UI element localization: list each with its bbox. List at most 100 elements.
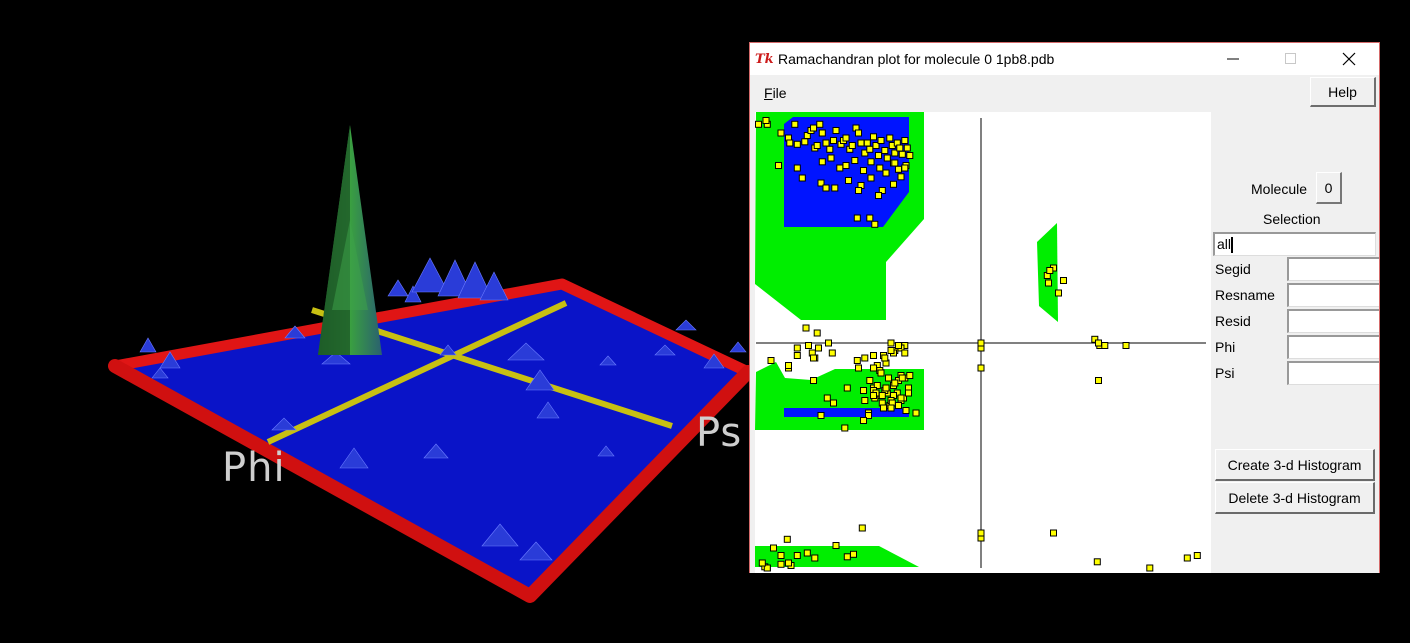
residue-point[interactable] — [1046, 267, 1054, 274]
selection-input[interactable]: all — [1213, 232, 1376, 256]
residue-point[interactable] — [881, 147, 889, 154]
residue-point[interactable] — [977, 364, 985, 372]
residue-point[interactable] — [977, 529, 985, 537]
residue-point[interactable] — [802, 324, 810, 332]
residue-point[interactable] — [841, 424, 849, 432]
residue-point[interactable] — [861, 149, 869, 157]
residue-point[interactable] — [858, 524, 866, 532]
residue-point[interactable] — [1055, 289, 1062, 297]
residue-point[interactable] — [877, 369, 885, 377]
residue-point[interactable] — [895, 342, 902, 349]
residue-point[interactable] — [870, 392, 877, 399]
residue-point[interactable] — [871, 220, 879, 228]
residue-point[interactable] — [793, 140, 801, 148]
residue-point[interactable] — [906, 372, 914, 379]
residue-point[interactable] — [805, 342, 812, 349]
residue-point[interactable] — [803, 132, 811, 139]
residue-point[interactable] — [867, 174, 875, 182]
residue-point[interactable] — [881, 354, 889, 362]
residue-point[interactable] — [1050, 529, 1057, 537]
residue-point[interactable] — [1045, 279, 1052, 287]
segid-input[interactable] — [1287, 257, 1379, 281]
residue-point[interactable] — [815, 344, 822, 352]
residue-point[interactable] — [825, 339, 832, 347]
residue-point[interactable] — [845, 177, 852, 184]
residue-point[interactable] — [882, 384, 890, 392]
resid-input[interactable] — [1287, 309, 1379, 333]
residue-point[interactable] — [810, 377, 817, 384]
residue-point[interactable] — [977, 339, 985, 347]
residue-point[interactable] — [811, 554, 819, 562]
residue-point[interactable] — [886, 134, 894, 142]
residue-point[interactable] — [850, 550, 857, 558]
residue-point[interactable] — [855, 187, 862, 194]
residue-point[interactable] — [1091, 335, 1099, 343]
residue-point[interactable] — [891, 379, 899, 387]
residue-point[interactable] — [813, 142, 821, 149]
residue-point[interactable] — [830, 399, 837, 407]
residue-point[interactable] — [853, 357, 861, 364]
residue-point[interactable] — [798, 174, 806, 182]
create-3d-histogram-button[interactable]: Create 3-d Histogram — [1215, 449, 1375, 481]
residue-point[interactable] — [897, 173, 905, 181]
residue-point[interactable] — [818, 129, 826, 137]
residue-point[interactable] — [793, 344, 801, 352]
residue-point[interactable] — [817, 412, 825, 419]
residue-point[interactable] — [912, 409, 920, 417]
residue-point[interactable] — [887, 339, 895, 347]
residue-point[interactable] — [880, 404, 887, 412]
phi-input[interactable] — [1287, 335, 1379, 359]
residue-point[interactable] — [877, 137, 885, 144]
residue-point[interactable] — [896, 144, 904, 152]
residue-point[interactable] — [860, 387, 867, 394]
residue-point[interactable] — [843, 384, 851, 392]
residue-point[interactable] — [891, 149, 899, 157]
residue-point[interactable] — [873, 382, 881, 389]
residue-point[interactable] — [783, 535, 791, 543]
residue-point[interactable] — [777, 560, 785, 568]
residue-point[interactable] — [887, 347, 895, 354]
residue-point[interactable] — [866, 377, 874, 384]
residue-point[interactable] — [793, 164, 801, 172]
residue-point[interactable] — [767, 357, 775, 364]
residue-point[interactable] — [891, 159, 899, 167]
residue-point[interactable] — [848, 142, 856, 149]
residue-point[interactable] — [828, 349, 836, 357]
residue-point[interactable] — [855, 129, 862, 137]
residue-point[interactable] — [866, 145, 874, 153]
residue-point[interactable] — [823, 394, 831, 402]
residue-point[interactable] — [1093, 558, 1101, 566]
residue-point[interactable] — [895, 402, 902, 409]
residue-point[interactable] — [887, 404, 895, 412]
residue-point[interactable] — [1183, 554, 1191, 562]
resname-input[interactable] — [1287, 283, 1379, 307]
residue-point[interactable] — [842, 162, 850, 169]
menu-help[interactable]: Help — [1310, 77, 1376, 107]
residue-point[interactable] — [853, 214, 861, 222]
residue-point[interactable] — [770, 544, 777, 552]
residue-point[interactable] — [830, 137, 837, 144]
residue-point[interactable] — [875, 152, 882, 159]
residue-point[interactable] — [1060, 277, 1067, 284]
residue-point[interactable] — [855, 364, 862, 372]
residue-point[interactable] — [818, 158, 826, 166]
residue-point[interactable] — [1146, 564, 1154, 572]
menu-file[interactable]: File — [764, 85, 787, 101]
minimize-button[interactable] — [1204, 43, 1262, 75]
residue-point[interactable] — [872, 142, 880, 149]
residue-point[interactable] — [822, 184, 830, 192]
residue-point[interactable] — [878, 187, 886, 194]
delete-3d-histogram-button[interactable]: Delete 3-d Histogram — [1215, 482, 1375, 514]
residue-point[interactable] — [876, 164, 884, 172]
residue-point[interactable] — [793, 352, 801, 359]
residue-point[interactable] — [785, 559, 792, 567]
residue-point[interactable] — [882, 169, 890, 177]
residue-point[interactable] — [801, 138, 809, 146]
residue-point[interactable] — [857, 139, 865, 147]
residue-point[interactable] — [1193, 552, 1201, 559]
residue-point[interactable] — [851, 157, 859, 164]
residue-point[interactable] — [758, 559, 766, 567]
molecule-selector-button[interactable]: 0 — [1316, 172, 1342, 204]
ramachandran-plot-svg[interactable] — [755, 112, 1211, 573]
residue-point[interactable] — [906, 152, 914, 159]
